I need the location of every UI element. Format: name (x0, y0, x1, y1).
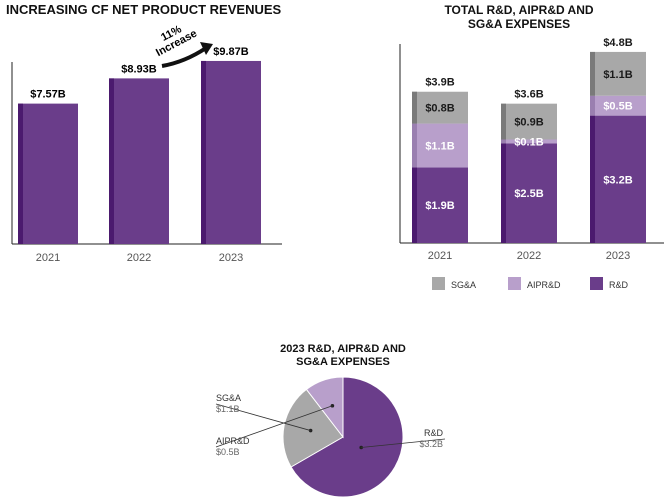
expense-segment-label: $2.5B (514, 188, 543, 200)
legend-swatch (590, 277, 603, 290)
revenue-value-label: $8.93B (121, 63, 157, 75)
expense-total-label: $4.8B (603, 37, 632, 49)
legend-swatch (508, 277, 521, 290)
pie-chart-title-line2: SG&A EXPENSES (296, 356, 390, 368)
expense-segment-label: $1.1B (425, 140, 454, 152)
expense-segment-edge (501, 143, 506, 243)
expense-segment-rnd-2021 (412, 167, 468, 243)
revenue-chart: INCREASING CF NET PRODUCT REVENUES $7.57… (6, 2, 282, 264)
expense-segment-label: $0.8B (425, 103, 454, 115)
expense-tick-label: 2022 (517, 250, 541, 262)
expense-segment-edge (590, 51, 595, 96)
pie-slice-AIPRD (305, 376, 344, 439)
growth-arrow-icon (161, 46, 208, 68)
expense-segment-edge (412, 91, 417, 124)
expense-tick-label: 2023 (606, 250, 630, 262)
pie-callout-line (361, 438, 446, 448)
expense-segment-edge (412, 167, 417, 243)
revenue-bar-2023 (201, 60, 261, 245)
expense-segment-sga-2023 (590, 51, 646, 96)
expense-total-label: $3.9B (425, 77, 454, 89)
pie-callout-line (215, 403, 311, 431)
growth-arrowhead-icon (200, 42, 213, 55)
pie-callout-name: R&D (424, 428, 444, 438)
pie-callout-value: $3.2B (419, 439, 443, 449)
pie-callout-name: SG&A (216, 393, 241, 403)
expense-segment-label: $1.1B (603, 69, 632, 81)
expense-segment-aiprd-2022 (501, 139, 557, 144)
pie-callout-line (215, 405, 333, 448)
expense-segment-label: $0.5B (603, 101, 632, 113)
expense-segment-edge (501, 103, 506, 140)
expense-tick-label: 2021 (428, 250, 452, 262)
pie-chart: 2023 R&D, AIPR&D AND SG&A EXPENSES R&D$3… (215, 343, 446, 498)
expense-segment-sga-2021 (412, 91, 468, 124)
expense-segment-sga-2022 (501, 103, 557, 140)
revenue-value-label: $9.87B (213, 46, 249, 58)
pie-callout-value: $0.5B (216, 447, 240, 457)
legend-label: R&D (609, 280, 629, 290)
pie-slice-SGA (282, 388, 344, 468)
pie-slice-RD (290, 376, 404, 498)
pie-callout-dot (330, 403, 335, 408)
revenue-bar-edge (109, 78, 114, 244)
legend-swatch (432, 277, 445, 290)
expense-segment-aiprd-2021 (412, 123, 468, 168)
expense-segment-label: $3.2B (603, 174, 632, 186)
expense-segment-edge (412, 123, 417, 168)
expenses-chart: TOTAL R&D, AIPR&D AND SG&A EXPENSES $1.9… (399, 3, 664, 290)
legend-label: AIPR&D (527, 280, 561, 290)
expenses-chart-title-line2: SG&A EXPENSES (468, 17, 570, 31)
legend-label: SG&A (451, 280, 476, 290)
expense-segment-label: $0.9B (514, 117, 543, 129)
expense-segment-rnd-2022 (501, 143, 557, 243)
revenue-tick-label: 2023 (219, 252, 243, 264)
revenue-bar-2021 (18, 103, 78, 245)
revenue-bar-2022 (109, 78, 169, 244)
expenses-chart-title-line1: TOTAL R&D, AIPR&D AND (444, 3, 593, 17)
revenue-bar-edge (201, 60, 206, 245)
expense-segment-label: $1.9B (425, 200, 454, 212)
revenue-chart-title: INCREASING CF NET PRODUCT REVENUES (6, 2, 282, 17)
expense-segment-aiprd-2023 (590, 95, 646, 116)
revenue-tick-label: 2021 (36, 252, 60, 264)
pie-chart-title-line1: 2023 R&D, AIPR&D AND (280, 343, 406, 355)
expense-segment-edge (590, 95, 595, 116)
pie-callout-name: AIPR&D (216, 436, 250, 446)
revenue-value-label: $7.57B (30, 89, 66, 101)
expense-total-label: $3.6B (514, 89, 543, 101)
revenue-bar-edge (18, 103, 23, 245)
expense-segment-rnd-2023 (590, 115, 646, 243)
expense-segment-label: $0.1B (514, 136, 543, 148)
revenue-tick-label: 2022 (127, 252, 151, 264)
expense-segment-edge (501, 139, 506, 144)
pie-callout-value: $1.1B (216, 404, 240, 414)
expense-segment-edge (590, 115, 595, 243)
